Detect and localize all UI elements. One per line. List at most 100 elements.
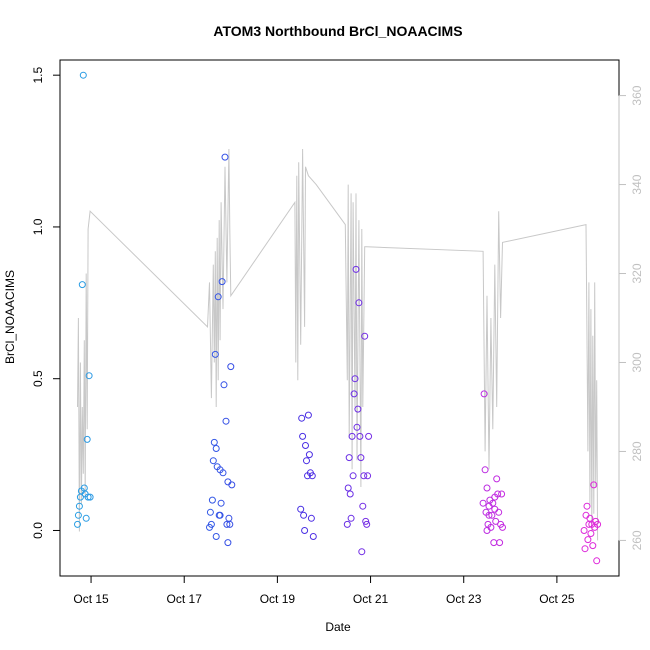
data-point bbox=[212, 445, 220, 452]
data-point bbox=[493, 475, 501, 483]
data-point bbox=[298, 414, 306, 422]
data-point bbox=[218, 278, 226, 286]
y2-tick-label: 260 bbox=[630, 530, 644, 550]
data-point bbox=[483, 484, 491, 492]
data-point bbox=[86, 493, 94, 501]
data-point bbox=[222, 417, 230, 425]
data-point bbox=[219, 469, 227, 477]
data-point bbox=[209, 457, 217, 465]
x-tick-label: Oct 23 bbox=[446, 592, 482, 606]
data-point bbox=[83, 435, 91, 443]
x-tick-label: Oct 15 bbox=[73, 592, 109, 606]
data-point bbox=[581, 545, 589, 553]
data-point bbox=[586, 514, 594, 522]
data-point bbox=[351, 375, 359, 383]
data-point bbox=[226, 520, 234, 528]
data-point bbox=[483, 527, 491, 534]
data-point bbox=[496, 539, 504, 547]
data-point bbox=[492, 517, 500, 525]
y-axis-label: BrCl_NOAACIMS bbox=[3, 270, 17, 364]
data-point bbox=[343, 520, 351, 528]
y-tick-label: 1.0 bbox=[31, 218, 45, 235]
data-point bbox=[344, 484, 352, 492]
data-point bbox=[488, 511, 496, 519]
data-point bbox=[224, 539, 232, 547]
x-tick-label: Oct 21 bbox=[353, 592, 389, 606]
data-point bbox=[74, 511, 82, 519]
data-point bbox=[207, 520, 215, 528]
data-point bbox=[355, 299, 363, 307]
data-point bbox=[308, 472, 316, 480]
data-point bbox=[365, 432, 373, 440]
y2-tick-label: 320 bbox=[630, 263, 644, 283]
data-point bbox=[82, 514, 90, 522]
data-point bbox=[361, 332, 369, 340]
x-tick-label: Oct 17 bbox=[167, 592, 203, 606]
y-tick-label: 1.5 bbox=[31, 67, 45, 84]
data-point bbox=[212, 533, 220, 540]
data-point bbox=[360, 472, 368, 480]
x-axis-label: Date bbox=[325, 620, 351, 634]
data-point bbox=[206, 508, 214, 516]
data-point bbox=[590, 481, 598, 489]
data-point bbox=[363, 520, 371, 528]
data-point bbox=[75, 502, 83, 510]
y2-tick-label: 300 bbox=[630, 352, 644, 372]
data-point bbox=[305, 451, 313, 459]
data-point bbox=[214, 293, 222, 301]
data-point bbox=[228, 481, 236, 489]
data-point bbox=[352, 265, 360, 273]
data-point bbox=[297, 505, 305, 513]
right-axis-series-line bbox=[77, 148, 599, 541]
y-tick-label: 0.0 bbox=[31, 522, 45, 539]
scatter-points bbox=[74, 71, 602, 565]
data-point bbox=[362, 517, 370, 525]
data-point bbox=[593, 557, 601, 565]
x-axis: Oct 15 Oct 17 Oct 19 Oct 21 Oct 23 Oct 25 bbox=[73, 575, 575, 606]
data-point bbox=[74, 520, 81, 528]
data-point bbox=[359, 502, 367, 510]
data-point bbox=[489, 499, 497, 507]
data-point bbox=[587, 530, 595, 537]
data-point bbox=[221, 153, 229, 161]
data-point bbox=[210, 438, 218, 446]
data-point bbox=[304, 411, 312, 419]
data-point bbox=[309, 533, 317, 540]
data-point bbox=[347, 514, 355, 522]
data-point bbox=[227, 363, 235, 371]
data-point bbox=[580, 527, 588, 534]
data-point bbox=[348, 432, 356, 440]
data-point bbox=[79, 71, 87, 79]
data-point bbox=[208, 496, 216, 504]
data-point bbox=[495, 508, 503, 516]
data-point bbox=[350, 390, 358, 398]
data-point bbox=[354, 405, 362, 413]
x-tick-label: Oct 19 bbox=[260, 592, 296, 606]
data-point bbox=[357, 454, 365, 462]
data-point bbox=[589, 542, 597, 550]
data-point bbox=[301, 527, 309, 534]
chart-title: ATOM3 Northbound BrCl_NOAACIMS bbox=[213, 23, 462, 39]
data-point bbox=[491, 493, 499, 501]
y2-axis: 260 280 300 320 340 360 bbox=[618, 85, 644, 550]
data-point bbox=[220, 381, 228, 389]
data-point bbox=[300, 511, 308, 519]
y2-tick-label: 280 bbox=[630, 441, 644, 461]
series-line-path bbox=[77, 148, 599, 541]
x-tick-label: Oct 25 bbox=[539, 592, 575, 606]
data-point bbox=[356, 432, 364, 440]
data-point bbox=[499, 523, 506, 531]
data-point bbox=[364, 472, 372, 480]
y-axis: 0.0 0.5 1.0 1.5 bbox=[31, 67, 61, 539]
data-point bbox=[78, 281, 86, 289]
data-point bbox=[349, 472, 357, 480]
y2-tick-label: 360 bbox=[630, 85, 644, 105]
data-point bbox=[480, 390, 488, 398]
data-point bbox=[353, 423, 361, 431]
data-point bbox=[594, 520, 602, 528]
data-point bbox=[303, 457, 310, 465]
data-point bbox=[345, 454, 353, 462]
data-point bbox=[302, 442, 309, 449]
